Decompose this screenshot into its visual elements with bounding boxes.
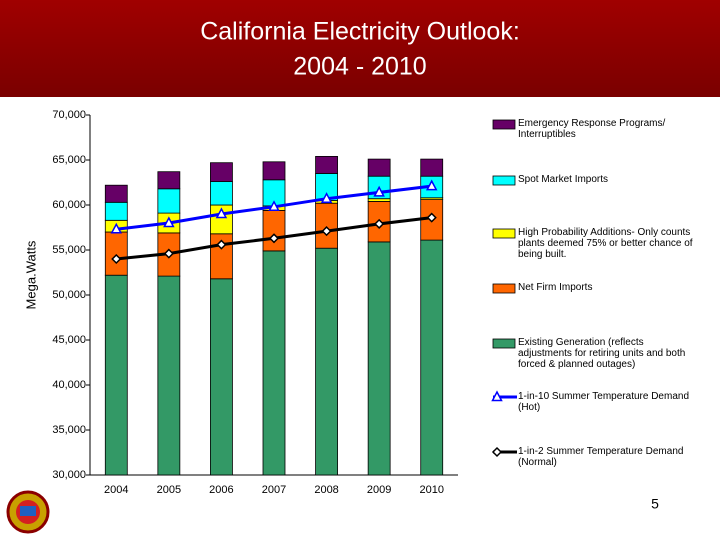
chart-title: California Electricity Outlook: <box>200 18 520 46</box>
y-tick-label: 50,000 <box>52 289 86 301</box>
bar-segment <box>420 239 444 476</box>
line-marker <box>426 212 437 223</box>
line-marker <box>425 179 438 191</box>
legend-swatch <box>492 283 516 294</box>
logo <box>6 490 50 534</box>
y-tick-label: 65,000 <box>52 154 86 166</box>
header-band <box>0 0 720 97</box>
bar-segment <box>367 158 391 177</box>
line-marker <box>374 218 385 229</box>
bar-segment <box>315 202 338 249</box>
bar-segment <box>157 171 181 190</box>
y-tick-label: 40,000 <box>52 379 86 391</box>
x-tick-label: 2010 <box>419 484 443 496</box>
legend-marker <box>491 390 503 402</box>
legend-label: Spot Market Imports <box>518 174 609 185</box>
bar-segment <box>104 274 128 476</box>
y-tick-label: 70,000 <box>52 109 86 121</box>
x-tick-label: 2004 <box>104 484 128 496</box>
bar-segment <box>315 247 338 476</box>
line-marker <box>163 248 174 259</box>
legend-marker <box>491 446 503 458</box>
bar-segment <box>262 161 286 181</box>
bar-segment <box>104 184 128 203</box>
line-marker <box>110 222 123 234</box>
y-tick-label: 55,000 <box>52 244 86 256</box>
legend-swatch <box>492 228 516 239</box>
bar-segment <box>420 158 444 177</box>
x-tick-label: 2007 <box>262 484 286 496</box>
y-tick-label: 30,000 <box>52 469 86 481</box>
line-marker <box>268 233 280 244</box>
bar-segment <box>315 155 338 174</box>
line-marker <box>163 216 175 228</box>
bar-segment <box>157 188 181 214</box>
line-marker <box>268 200 280 212</box>
legend-label: Emergency Response Programs/ Interruptib… <box>518 118 666 140</box>
line-marker <box>321 226 332 237</box>
bar-segment <box>367 241 391 476</box>
legend-label: Existing Generation (reflects adjustment… <box>518 337 686 370</box>
chart-title: 2004 - 2010 <box>293 53 426 81</box>
legend-swatch <box>492 119 516 130</box>
line-marker <box>320 192 333 203</box>
legend-label: High Probability Additions- Only counts … <box>518 227 693 260</box>
y-tick-label: 35,000 <box>52 424 86 436</box>
legend-label: Net Firm Imports <box>518 282 593 293</box>
bar-segment <box>104 231 128 276</box>
bar-segment <box>210 181 233 206</box>
line-marker <box>373 185 385 197</box>
line-marker <box>215 207 228 219</box>
x-tick-label: 2008 <box>314 484 338 496</box>
x-tick-label: 2006 <box>209 484 233 496</box>
line-marker <box>111 253 122 265</box>
legend-label: 1-in-10 Summer Temperature Demand (Hot) <box>518 391 690 413</box>
legend-label: 1-in-2 Summer Temperature Demand (Normal… <box>518 446 684 468</box>
y-tick-label: 45,000 <box>52 334 86 346</box>
bar-segment <box>210 278 233 476</box>
legend-swatch <box>492 338 516 349</box>
x-tick-label: 2009 <box>367 484 391 496</box>
line-marker <box>216 239 227 250</box>
bar-segment <box>262 250 286 476</box>
legend-swatch <box>492 175 516 186</box>
bar-segment <box>367 198 391 202</box>
y-axis-label: Mega.Watts <box>23 240 38 309</box>
bar-segment <box>262 209 286 252</box>
x-tick-label: 2005 <box>157 484 181 496</box>
bar-segment <box>104 201 128 221</box>
bar-segment <box>210 162 233 182</box>
page-number: 5 <box>651 496 659 512</box>
y-tick-label: 60,000 <box>52 199 86 211</box>
bar-segment <box>157 275 181 476</box>
